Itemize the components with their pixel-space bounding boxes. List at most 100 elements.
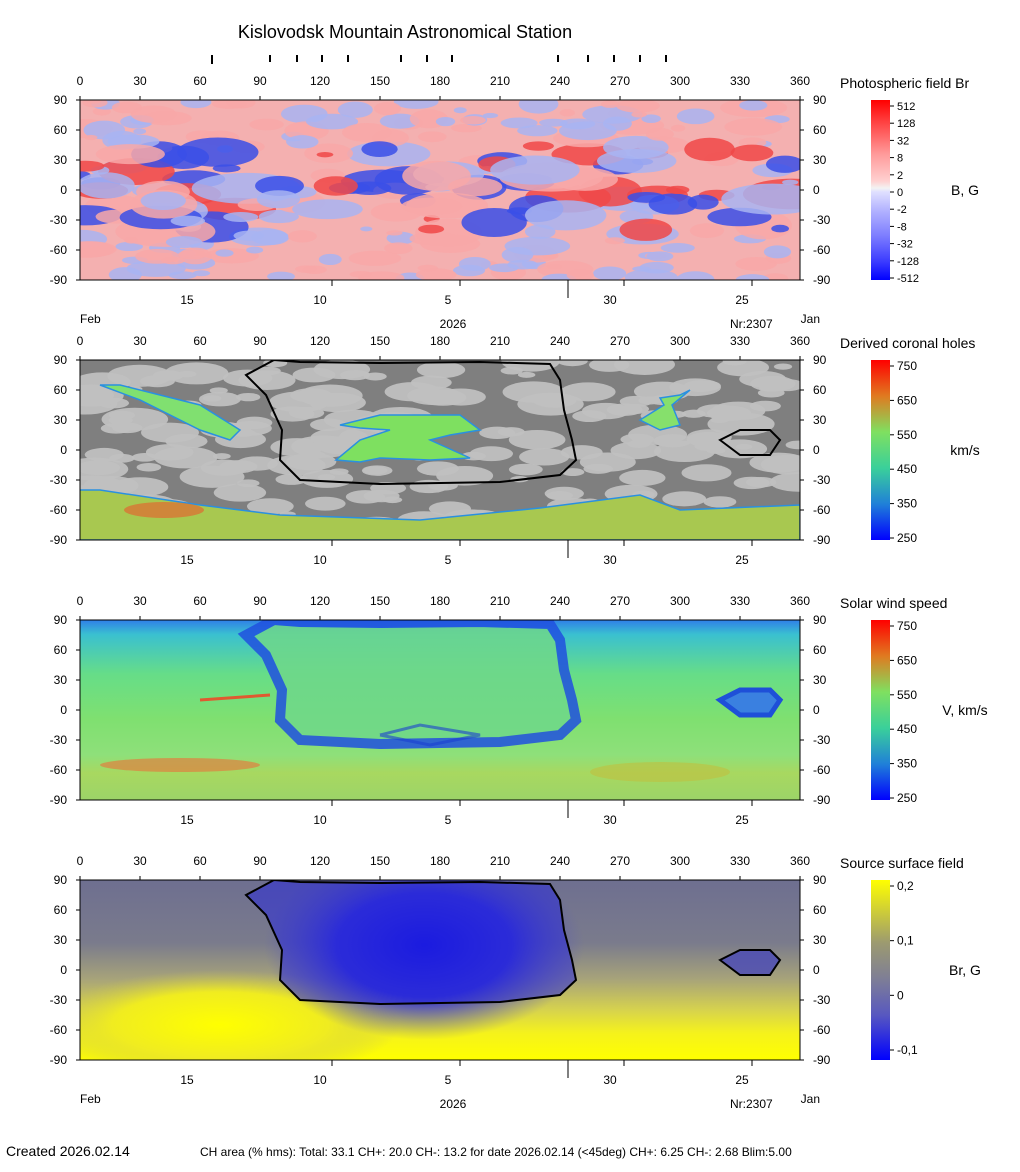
lon-tick-label: 330 [730, 74, 750, 88]
lon-tick-label: 300 [670, 334, 690, 348]
lat-tick-label-right: -30 [813, 733, 831, 747]
unipolar-patch [246, 498, 294, 515]
field-patch [490, 155, 580, 185]
lat-tick-label-right: -90 [813, 273, 831, 287]
lat-tick-label-left: 30 [54, 413, 68, 427]
unipolar-patch [653, 434, 692, 448]
unipolar-patch [546, 491, 574, 501]
lat-tick-label-left: 60 [54, 123, 68, 137]
field-patch [418, 224, 445, 234]
lon-tick-label: 60 [193, 334, 207, 348]
date-tick-label: 30 [603, 293, 617, 307]
unipolar-patch [619, 469, 666, 486]
field-patch [676, 108, 715, 125]
unipolar-patch [703, 496, 737, 508]
field-patch [546, 264, 563, 270]
lat-tick-label-left: 90 [54, 613, 68, 627]
unipolar-patch [785, 440, 800, 450]
lat-tick-label-left: 60 [54, 903, 68, 917]
field-patch [666, 185, 690, 195]
lat-tick-label-left: -60 [50, 243, 68, 257]
field-patch [504, 236, 571, 256]
lon-tick-label: 150 [370, 594, 390, 608]
fast-wind-streak [199, 693, 271, 702]
unipolar-patch [305, 496, 346, 511]
lon-tick-label: 60 [193, 594, 207, 608]
month-right-label: Jan [801, 1092, 820, 1106]
field-patch [684, 137, 735, 162]
neutral-line [244, 880, 578, 1006]
lat-tick-label-left: 60 [54, 643, 68, 657]
unipolar-patch [84, 447, 124, 462]
unipolar-patch [164, 362, 229, 385]
colorbar-tick-label: -128 [897, 256, 919, 268]
colorbar [871, 100, 890, 280]
field-patch [645, 127, 674, 141]
field-patch [111, 101, 143, 114]
field-patch [80, 241, 114, 258]
lat-tick-label-left: 0 [60, 703, 67, 717]
date-tick-label: 25 [735, 553, 749, 567]
unipolar-patch [435, 388, 486, 406]
colorbar [871, 360, 890, 540]
lat-tick-label-left: 30 [54, 673, 68, 687]
lat-tick-label-right: 60 [813, 643, 827, 657]
date-tick-label: 30 [603, 1073, 617, 1087]
colorbar-tick-label: 250 [897, 791, 917, 805]
date-tick-label: 25 [735, 293, 749, 307]
lon-tick-label: 240 [550, 334, 570, 348]
field-patch [386, 230, 403, 236]
field-patch [461, 207, 527, 237]
colorbar-unit-label: Br, G [949, 962, 981, 978]
unipolar-patch [735, 443, 753, 450]
date-tick-label: 15 [180, 293, 194, 307]
year-label: 2026 [440, 1097, 467, 1111]
unipolar-patch [136, 463, 162, 472]
colorbar-tick-label: 250 [897, 531, 917, 545]
date-tick-label: 15 [180, 1073, 194, 1087]
colorbar-tick-label: 550 [897, 688, 917, 702]
colorbar [871, 620, 890, 800]
field-patch [566, 269, 594, 280]
field-patch [192, 270, 211, 277]
unipolar-patch [213, 483, 267, 502]
lon-tick-label: 0 [77, 74, 84, 88]
field-patch [500, 117, 538, 129]
colorbar-tick-label: 512 [897, 101, 915, 113]
neutral-line [718, 949, 782, 976]
field-patch [735, 256, 777, 271]
field-patch [286, 135, 319, 149]
lon-tick-label: 240 [550, 854, 570, 868]
date-tick-label: 30 [603, 553, 617, 567]
field-patch [539, 118, 568, 127]
lat-tick-label-right: 30 [813, 153, 827, 167]
field-patch [739, 100, 768, 111]
lon-tick-label: 90 [253, 594, 267, 608]
unipolar-patch [557, 360, 588, 367]
field-patch [374, 102, 402, 116]
field-patch [600, 100, 620, 108]
lat-tick-label-right: -90 [813, 1053, 831, 1067]
colorbar-tick-label: 750 [897, 359, 917, 373]
field-patch [631, 111, 647, 118]
colorbar-tick-label: 650 [897, 653, 917, 667]
lat-tick-label-right: 30 [813, 413, 827, 427]
lat-tick-label-left: -30 [50, 733, 68, 747]
colorbar-unit-label: V, km/s [942, 702, 987, 718]
field-patch [130, 105, 177, 123]
field-patch [559, 108, 575, 117]
fast-wind-streak [590, 762, 730, 782]
month-left-label: Feb [80, 1092, 101, 1106]
date-tick-label: 10 [313, 293, 327, 307]
lat-tick-label-left: -90 [50, 533, 68, 547]
unipolar-patch [108, 416, 133, 425]
unipolar-patch [749, 400, 781, 412]
field-patch [735, 274, 770, 280]
colorbar-tick-label: 450 [897, 462, 917, 476]
unipolar-patch [80, 460, 121, 476]
field-patch [180, 100, 212, 109]
month-left-label: Feb [80, 312, 101, 326]
colorbar-tick-label: 350 [897, 757, 917, 771]
field-patch [401, 197, 463, 215]
